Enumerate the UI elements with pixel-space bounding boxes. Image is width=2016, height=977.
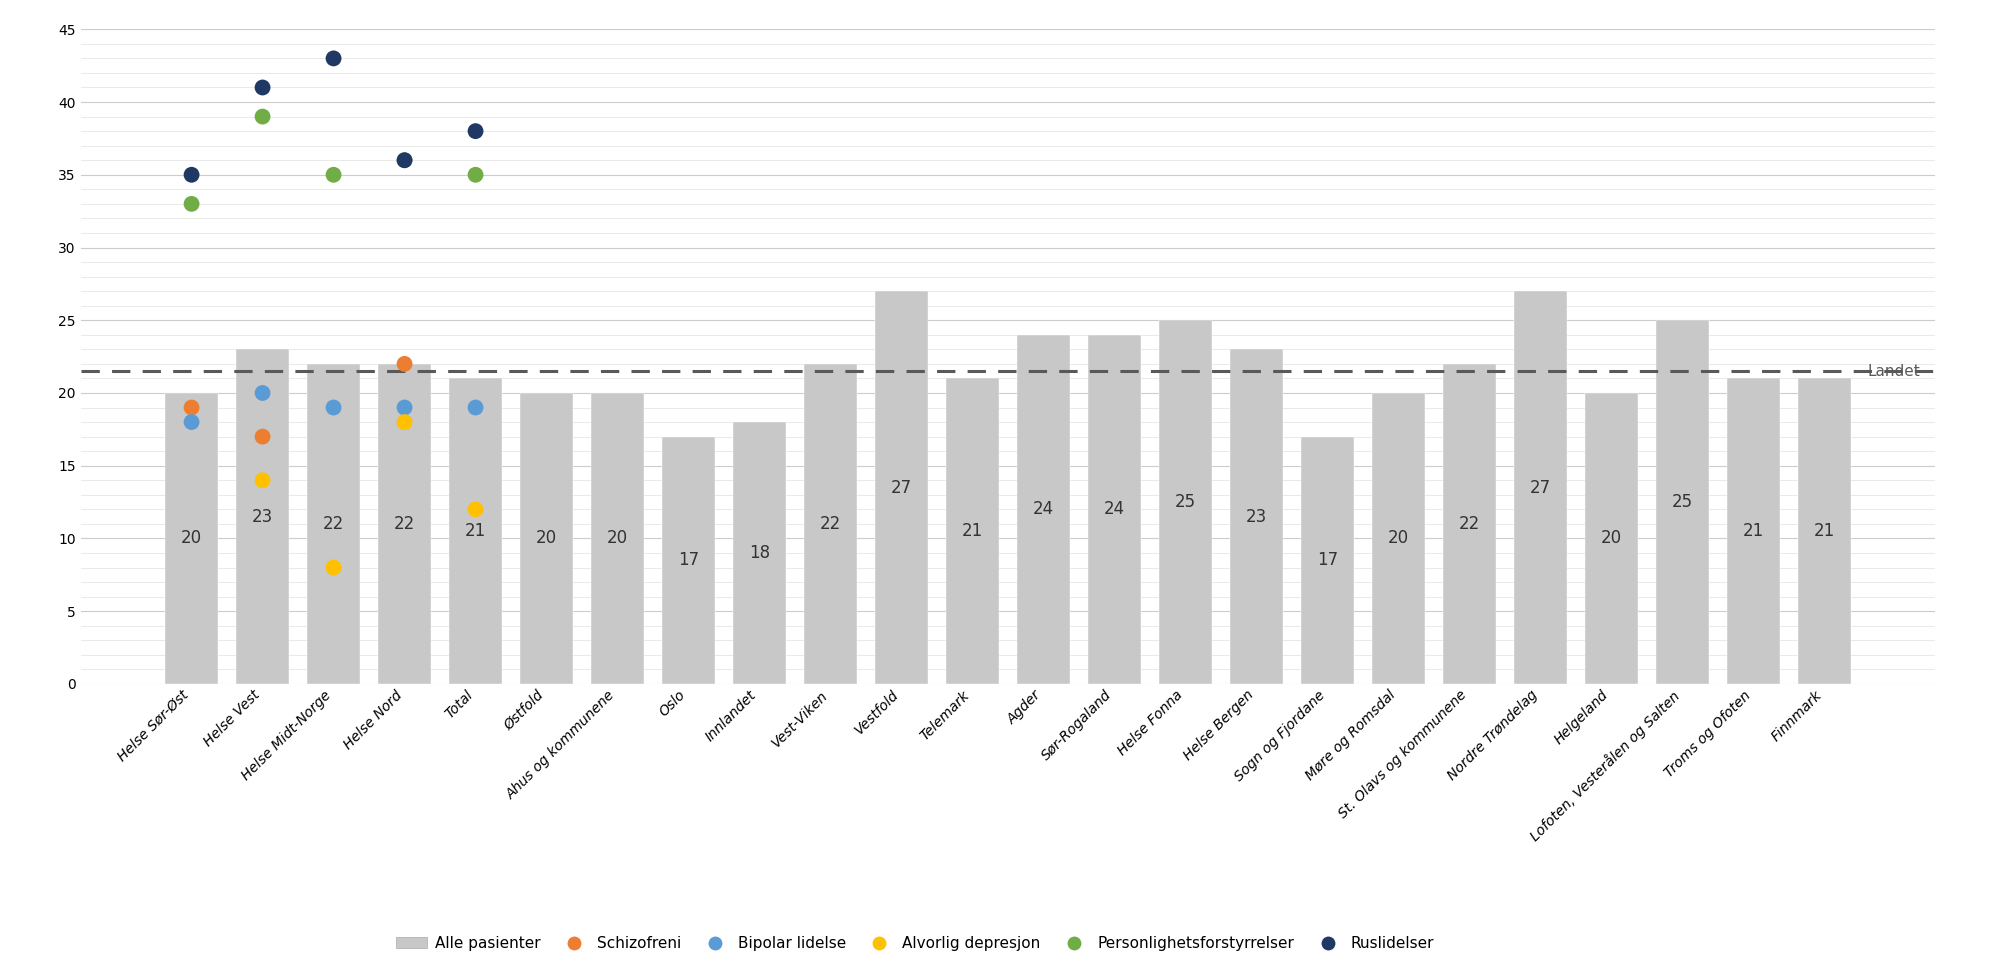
Bar bbox=[1300, 437, 1355, 684]
Text: 22: 22 bbox=[323, 515, 345, 532]
Text: 20: 20 bbox=[536, 530, 556, 547]
Point bbox=[389, 356, 421, 371]
Legend: Alle pasienter, Schizofreni, Bipolar lidelse, Alvorlig depresjon, Personlighetsf: Alle pasienter, Schizofreni, Bipolar lid… bbox=[397, 936, 1433, 952]
Bar bbox=[306, 363, 361, 684]
Text: 24: 24 bbox=[1032, 500, 1054, 519]
Point bbox=[460, 501, 492, 517]
Bar bbox=[236, 350, 288, 684]
Point bbox=[460, 123, 492, 139]
Point bbox=[246, 385, 278, 401]
Point bbox=[317, 51, 349, 66]
Bar bbox=[661, 437, 716, 684]
Text: 21: 21 bbox=[962, 522, 984, 540]
Text: 21: 21 bbox=[1814, 522, 1835, 540]
Point bbox=[317, 167, 349, 183]
Text: 27: 27 bbox=[1530, 479, 1550, 496]
Text: 18: 18 bbox=[750, 544, 770, 562]
Bar bbox=[377, 363, 431, 684]
Point bbox=[175, 400, 208, 415]
Bar bbox=[734, 422, 786, 684]
Text: 20: 20 bbox=[1601, 530, 1623, 547]
Text: 17: 17 bbox=[1316, 551, 1339, 570]
Point bbox=[246, 108, 278, 124]
Bar bbox=[1016, 335, 1070, 684]
Bar bbox=[1159, 320, 1212, 684]
Text: 20: 20 bbox=[1387, 530, 1409, 547]
Bar bbox=[450, 378, 502, 684]
Text: 24: 24 bbox=[1105, 500, 1125, 519]
Text: 22: 22 bbox=[393, 515, 415, 532]
Text: 21: 21 bbox=[1742, 522, 1764, 540]
Point bbox=[317, 560, 349, 575]
Text: 25: 25 bbox=[1175, 493, 1195, 511]
Text: 21: 21 bbox=[466, 522, 486, 540]
Bar bbox=[1371, 393, 1425, 684]
Bar bbox=[520, 393, 573, 684]
Bar bbox=[1585, 393, 1639, 684]
Bar bbox=[875, 291, 927, 684]
Text: 20: 20 bbox=[607, 530, 629, 547]
Bar bbox=[946, 378, 1000, 684]
Bar bbox=[1655, 320, 1710, 684]
Text: 23: 23 bbox=[1246, 508, 1268, 526]
Point bbox=[175, 167, 208, 183]
Text: 23: 23 bbox=[252, 508, 274, 526]
Point bbox=[389, 152, 421, 168]
Point bbox=[389, 400, 421, 415]
Text: 27: 27 bbox=[891, 479, 911, 496]
Point bbox=[389, 152, 421, 168]
Bar bbox=[1514, 291, 1566, 684]
Text: 25: 25 bbox=[1671, 493, 1693, 511]
Bar bbox=[1798, 378, 1851, 684]
Point bbox=[175, 196, 208, 212]
Point bbox=[460, 167, 492, 183]
Text: 22: 22 bbox=[1460, 515, 1480, 532]
Point bbox=[175, 414, 208, 430]
Point bbox=[246, 80, 278, 96]
Bar bbox=[1230, 350, 1282, 684]
Point bbox=[460, 400, 492, 415]
Bar bbox=[804, 363, 857, 684]
Text: Landet: Landet bbox=[1867, 363, 1919, 379]
Point bbox=[389, 414, 421, 430]
Point bbox=[246, 473, 278, 488]
Bar bbox=[1089, 335, 1141, 684]
Bar bbox=[1443, 363, 1496, 684]
Bar bbox=[591, 393, 645, 684]
Text: 20: 20 bbox=[181, 530, 202, 547]
Bar bbox=[1728, 378, 1780, 684]
Bar bbox=[165, 393, 218, 684]
Text: 22: 22 bbox=[821, 515, 841, 532]
Text: 17: 17 bbox=[677, 551, 700, 570]
Point bbox=[317, 400, 349, 415]
Point bbox=[246, 429, 278, 445]
